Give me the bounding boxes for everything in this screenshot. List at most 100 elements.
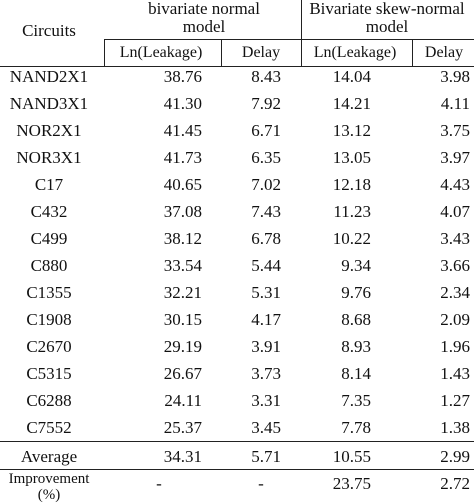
bivariate-skew-normal-group-header: Bivariate skew-normal model xyxy=(300,0,474,36)
circuit-cell: NOR2X1 xyxy=(16,121,82,140)
avg-sn-leakage-cell: 10.55 xyxy=(332,447,371,466)
sn-delay-cell: 1.38 xyxy=(440,418,470,437)
bn-leakage-cell: 37.08 xyxy=(163,202,202,221)
sn-leakage-cell: 9.76 xyxy=(341,283,371,302)
sn-delay-cell: 4.07 xyxy=(440,202,470,221)
sn-delay-cell: 4.11 xyxy=(440,94,470,113)
bn-delay-cell: 4.17 xyxy=(251,310,281,329)
imp-sn-leakage-cell: 23.75 xyxy=(332,474,371,493)
table-row: C432 37.08 7.43 11.23 4.07 xyxy=(0,198,474,225)
group2-line2: model xyxy=(365,17,409,36)
bn-leakage-cell: 38.12 xyxy=(163,229,202,248)
circuit-cell: NAND2X1 xyxy=(9,67,89,86)
bn-leakage-cell: 33.54 xyxy=(163,256,202,275)
header-divider-1 xyxy=(104,39,105,66)
table-row: NOR2X1 41.45 6.71 13.12 3.75 xyxy=(0,117,474,144)
circuit-cell: C17 xyxy=(34,175,64,194)
sn-leakage-cell: 9.34 xyxy=(341,256,371,275)
bn-leakage-cell: 26.67 xyxy=(163,364,202,383)
sn-delay-cell: 2.34 xyxy=(440,283,470,302)
bn-leakage-cell: 40.65 xyxy=(163,175,202,194)
circuit-cell: C880 xyxy=(30,256,68,275)
bn-delay-cell: 6.35 xyxy=(251,148,281,167)
col-delay-1-header: Delay xyxy=(241,44,281,61)
circuit-cell: C499 xyxy=(30,229,68,248)
imp-bn-delay-cell: - xyxy=(258,474,264,493)
sn-delay-cell: 2.09 xyxy=(440,310,470,329)
body-bottom-rule xyxy=(0,441,474,442)
average-label: Average xyxy=(20,447,78,466)
bn-delay-cell: 3.73 xyxy=(251,364,281,383)
bn-delay-cell: 6.71 xyxy=(251,121,281,140)
bn-leakage-cell: 41.73 xyxy=(163,148,202,167)
sn-leakage-cell: 10.22 xyxy=(332,229,371,248)
sn-leakage-cell: 14.04 xyxy=(332,67,371,86)
bn-delay-cell: 7.43 xyxy=(251,202,281,221)
group1-line1: bivariate normal xyxy=(148,0,260,18)
col-ln-leakage-1-header: Ln(Leakage) xyxy=(119,44,203,61)
bn-leakage-cell: 24.11 xyxy=(164,391,202,410)
sn-leakage-cell: 8.68 xyxy=(341,310,371,329)
improvement-row: - - 23.75 2.72 xyxy=(0,474,474,494)
imp-sn-delay-cell: 2.72 xyxy=(440,474,470,493)
table-row: NAND2X1 38.76 8.43 14.04 3.98 xyxy=(0,63,474,90)
bn-leakage-cell: 32.21 xyxy=(163,283,202,302)
sn-leakage-cell: 8.93 xyxy=(341,337,371,356)
sn-leakage-cell: 12.18 xyxy=(332,175,371,194)
circuit-cell: C5315 xyxy=(26,364,72,383)
sn-delay-cell: 3.66 xyxy=(440,256,470,275)
sn-delay-cell: 1.27 xyxy=(440,391,470,410)
bn-leakage-cell: 29.19 xyxy=(163,337,202,356)
sn-leakage-cell: 11.23 xyxy=(333,202,371,221)
bn-delay-cell: 3.91 xyxy=(251,337,281,356)
col-ln-leakage-2-header: Ln(Leakage) xyxy=(313,44,397,61)
sn-leakage-cell: 7.78 xyxy=(341,418,371,437)
sn-leakage-cell: 13.12 xyxy=(332,121,371,140)
table-row: C499 38.12 6.78 10.22 3.43 xyxy=(0,225,474,252)
avg-sn-delay-cell: 2.99 xyxy=(440,447,470,466)
bn-leakage-cell: 41.30 xyxy=(163,94,202,113)
table-row: C7552 25.37 3.45 7.78 1.38 xyxy=(0,414,474,441)
header-divider-3 xyxy=(301,0,302,66)
avg-bn-delay-cell: 5.71 xyxy=(251,447,281,466)
header-bottom-rule xyxy=(0,66,474,67)
imp-bn-leakage-cell: - xyxy=(156,474,162,493)
bn-delay-cell: 8.43 xyxy=(251,67,281,86)
sn-delay-cell: 4.43 xyxy=(440,175,470,194)
circuit-cell: NOR3X1 xyxy=(16,148,82,167)
sn-leakage-cell: 14.21 xyxy=(332,94,371,113)
improvement-label-line1: Improvement xyxy=(8,471,90,487)
circuit-cell: NAND3X1 xyxy=(9,94,89,113)
header-divider-4 xyxy=(412,39,413,66)
sn-leakage-cell: 13.05 xyxy=(332,148,371,167)
average-bottom-rule xyxy=(0,469,474,470)
table-row: C17 40.65 7.02 12.18 4.43 xyxy=(0,171,474,198)
circuit-cell: C2670 xyxy=(26,337,72,356)
circuit-cell: C1908 xyxy=(26,310,72,329)
table-row: NAND3X1 41.30 7.92 14.21 4.11 xyxy=(0,90,474,117)
circuits-header: Circuits xyxy=(22,21,76,40)
bn-delay-cell: 3.45 xyxy=(251,418,281,437)
bn-delay-cell: 7.02 xyxy=(251,175,281,194)
sn-delay-cell: 3.43 xyxy=(440,229,470,248)
avg-bn-leakage-cell: 34.31 xyxy=(163,447,202,466)
group-subheader-rule xyxy=(104,39,474,40)
bn-delay-cell: 5.31 xyxy=(251,283,281,302)
group2-line1: Bivariate skew-normal xyxy=(309,0,465,18)
bn-leakage-cell: 38.76 xyxy=(163,67,202,86)
bn-delay-cell: 6.78 xyxy=(251,229,281,248)
table-row: C880 33.54 5.44 9.34 3.66 xyxy=(0,252,474,279)
header-divider-2 xyxy=(221,39,222,66)
bn-leakage-cell: 25.37 xyxy=(163,418,202,437)
table-row: NOR3X1 41.73 6.35 13.05 3.97 xyxy=(0,144,474,171)
circuit-cell: C6288 xyxy=(26,391,72,410)
sn-delay-cell: 3.75 xyxy=(440,121,470,140)
circuit-cell: C432 xyxy=(30,202,68,221)
table-row: C1908 30.15 4.17 8.68 2.09 xyxy=(0,306,474,333)
bn-delay-cell: 5.44 xyxy=(251,256,281,275)
bn-delay-cell: 7.92 xyxy=(251,94,281,113)
bn-leakage-cell: 41.45 xyxy=(163,121,202,140)
circuit-cell: C1355 xyxy=(26,283,72,302)
table-row: C5315 26.67 3.73 8.14 1.43 xyxy=(0,360,474,387)
